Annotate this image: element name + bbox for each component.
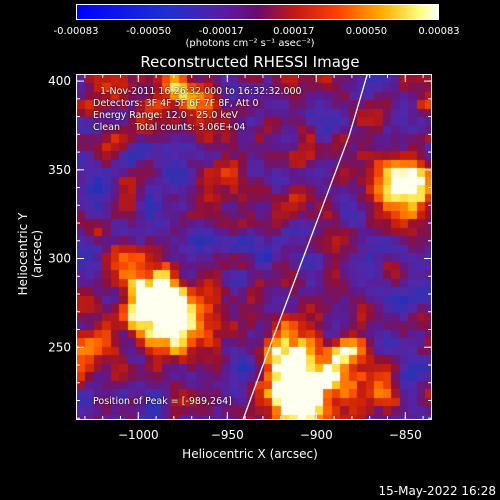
colorbar-tick: -0.00017	[198, 26, 244, 37]
limb-curve	[242, 75, 368, 419]
footer-date: 15-May-2022 16:28	[378, 484, 496, 498]
colorbar-tick: 0.00050	[345, 26, 388, 37]
y-tick-label: 350	[48, 163, 71, 177]
colorbar-tick: -0.00083	[53, 26, 99, 37]
colorbar	[76, 4, 439, 20]
energy-range-text: Energy Range: 12.0 - 25.0 keV	[93, 110, 238, 121]
solar-limb-line	[242, 75, 368, 419]
x-tick-label: −950	[211, 428, 244, 442]
x-tick-label: −1000	[118, 428, 159, 442]
time-range-text: 1-Nov-2011 16:26:32.000 to 16:32:32.000	[100, 86, 302, 97]
colorbar-gradient	[77, 5, 438, 19]
y-tick-label: 300	[48, 252, 71, 266]
clean-counts-text: Clean Total counts: 3.06E+04	[93, 122, 246, 133]
colorbar-tick: 0.00083	[418, 26, 460, 37]
plot-area	[76, 74, 432, 420]
peak-position-text: Position of Peak = [-989,264]	[93, 396, 232, 407]
colorbar-tick: -0.00050	[126, 26, 172, 37]
heatmap-image	[77, 75, 431, 419]
y-tick-label: 400	[48, 74, 71, 88]
colorbar-unit-label: (photons cm⁻² s⁻¹ asec⁻²)	[185, 38, 315, 49]
detectors-text: Detectors: 3F 4F 5F 6F 7F 8F, Att 0	[93, 98, 259, 109]
colorbar-tick: 0.00017	[273, 26, 315, 37]
x-axis-label: Heliocentric X (arcsec)	[182, 447, 318, 461]
y-tick-label: 250	[48, 340, 71, 354]
x-tick-label: −850	[389, 428, 422, 442]
chart-title: Reconstructed RHESSI Image	[140, 53, 360, 71]
x-tick-label: −900	[300, 428, 333, 442]
y-axis-label: Heliocentric Y (arcsec)	[16, 212, 44, 296]
